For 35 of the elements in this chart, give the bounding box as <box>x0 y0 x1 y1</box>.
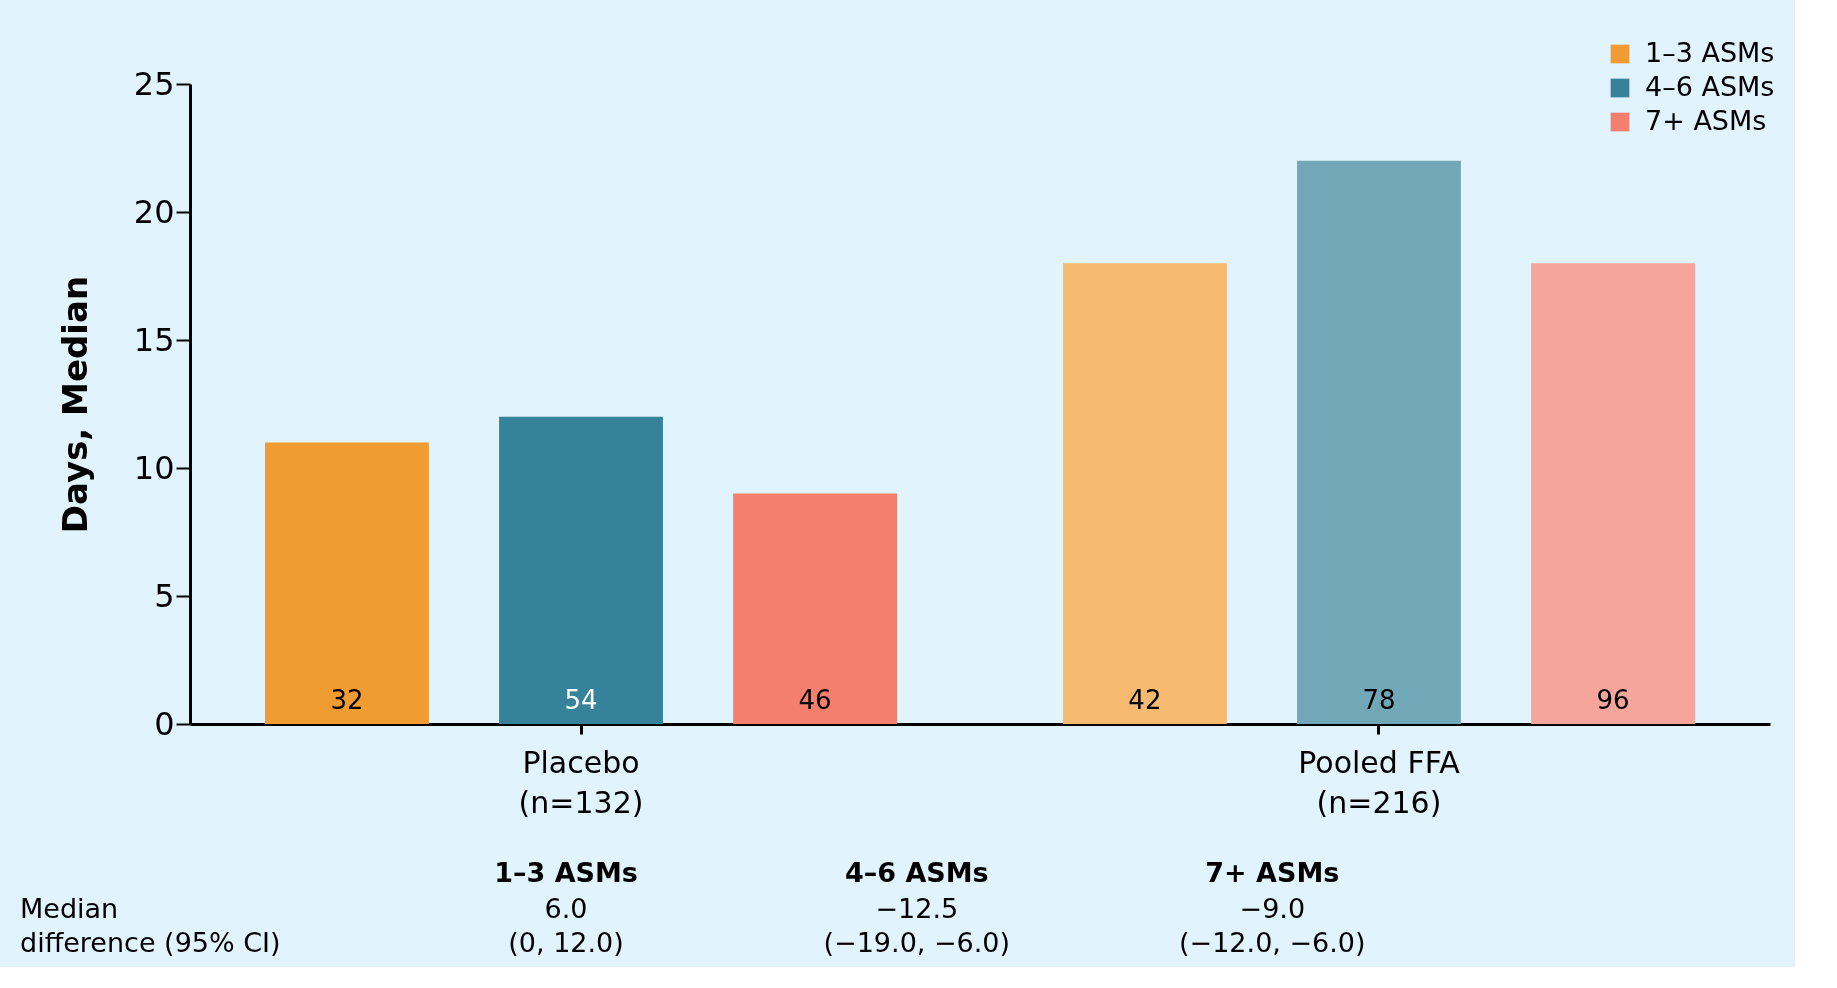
y-tick-label: 25 <box>133 64 175 103</box>
bar <box>1531 263 1695 724</box>
text: 7+ ASMs <box>1205 857 1340 888</box>
bar <box>1062 263 1227 724</box>
text: difference (95% CI) <box>20 927 281 958</box>
annotation: 54 <box>564 685 598 715</box>
annotation: 32 <box>330 685 364 715</box>
annotation: 42 <box>1128 685 1162 715</box>
bar <box>733 493 898 724</box>
text: 1–3 ASMs <box>494 857 638 888</box>
y-tick-label: 0 <box>154 704 175 743</box>
text: −12.5 <box>875 893 959 924</box>
text: 4–6 ASMs <box>844 857 989 888</box>
y-tick-label: 20 <box>133 192 175 231</box>
annotation: 46 <box>798 685 832 715</box>
legend-label: 7+ ASMs <box>1645 105 1767 136</box>
bar <box>499 416 663 724</box>
text: Median <box>20 893 119 924</box>
bar <box>265 442 429 724</box>
x-tick-label: Placebo (n=132) <box>518 744 644 820</box>
y-tick-label: 5 <box>154 576 175 615</box>
text: 6.0 <box>544 893 588 924</box>
annotation: 78 <box>1362 685 1396 715</box>
y-tick-label: 15 <box>133 320 175 359</box>
legend-label: 4–6 ASMs <box>1645 71 1775 102</box>
y-axis-title: Days, Median <box>54 275 95 534</box>
x-tick-label: Pooled FFA (n=216) <box>1298 744 1461 820</box>
text: (0, 12.0) <box>508 927 624 958</box>
y-tick-label: 10 <box>133 448 175 487</box>
legend-label: 1–3 ASMs <box>1645 37 1775 68</box>
text: (−12.0, −6.0) <box>1179 927 1366 958</box>
annotation: 96 <box>1596 685 1630 715</box>
text: −9.0 <box>1239 893 1306 924</box>
text: (−19.0, −6.0) <box>823 927 1011 958</box>
bar <box>1297 160 1461 724</box>
